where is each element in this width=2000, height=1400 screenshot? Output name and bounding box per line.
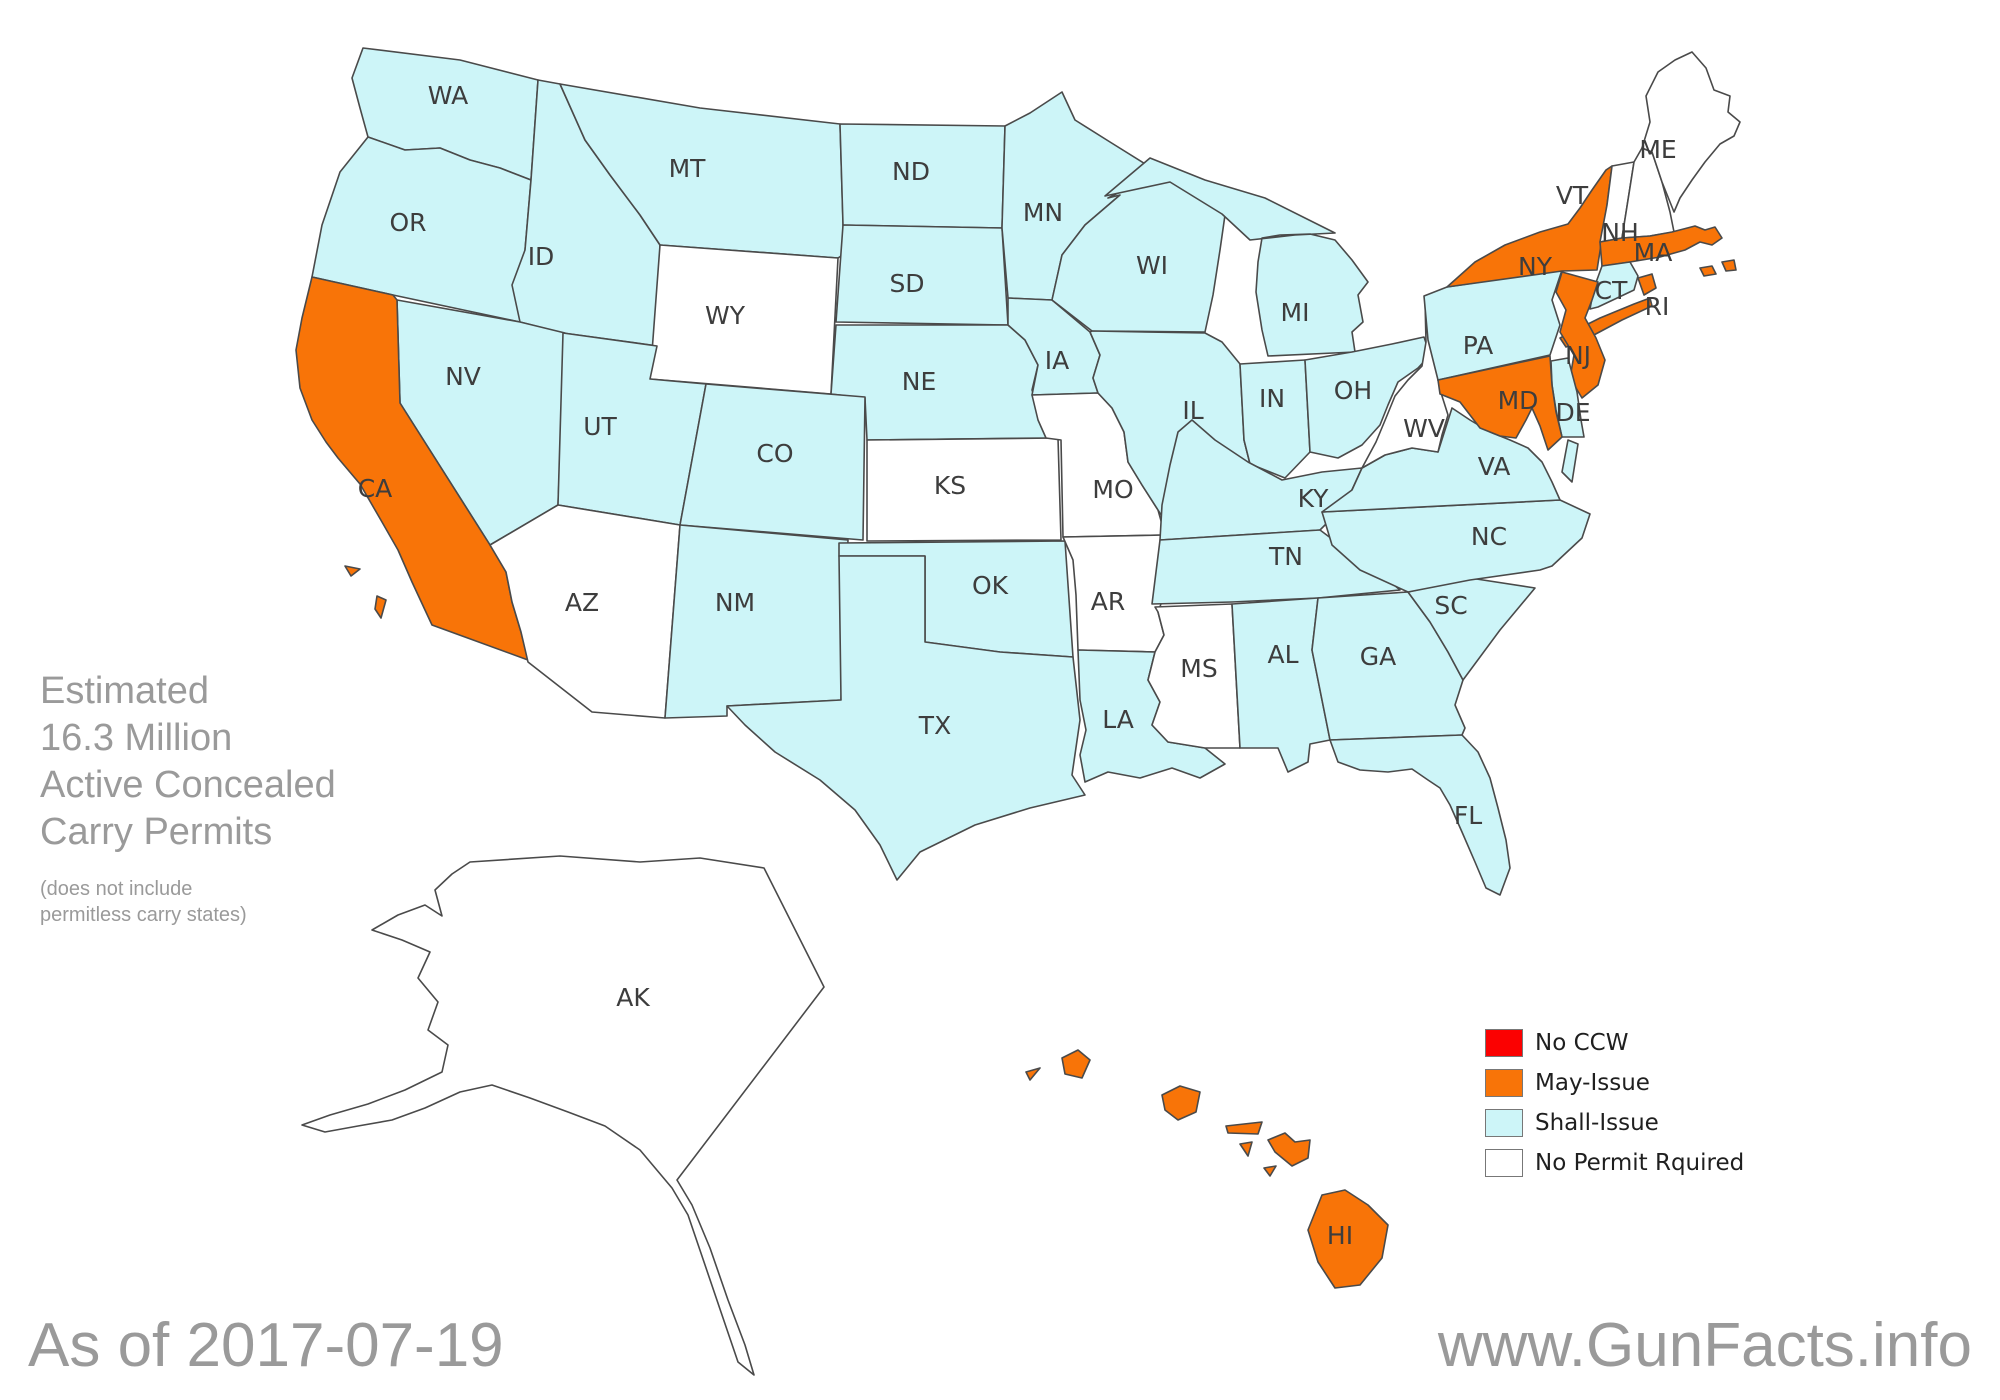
state-shape-NJ xyxy=(1555,271,1606,399)
note-line-2: permitless carry states) xyxy=(40,904,247,926)
map-footnote: (does not include permitless carry state… xyxy=(40,876,247,928)
legend-swatch-may_issue xyxy=(1485,1069,1523,1097)
state-shape-CA xyxy=(295,276,529,661)
state-label-AL: AL xyxy=(1267,640,1298,669)
title-line-4: Carry Permits xyxy=(40,811,273,853)
state-shape-FL xyxy=(1329,734,1511,896)
state-label-OH: OH xyxy=(1334,376,1372,405)
state-shape-MA xyxy=(1599,225,1737,277)
state-label-VA: VA xyxy=(1478,452,1511,481)
state-label-IA: IA xyxy=(1045,346,1069,375)
legend-swatch-no_permit xyxy=(1485,1149,1523,1177)
state-label-CT: CT xyxy=(1595,276,1628,305)
state-label-NH: NH xyxy=(1601,218,1639,247)
state-label-WV: WV xyxy=(1403,414,1445,443)
state-label-NV: NV xyxy=(445,362,481,391)
state-labels-layer: WA OR ID MT WY ND SD NE KS NV CA UT CO AZ NM OK TX MN IA MO… xyxy=(358,81,1677,1250)
state-shape-NC xyxy=(1321,499,1591,593)
state-label-ND: ND xyxy=(892,157,930,186)
state-label-WI: WI xyxy=(1136,251,1168,280)
state-label-IL: IL xyxy=(1182,396,1203,425)
state-label-TN: TN xyxy=(1268,542,1303,571)
legend-label-shall_issue: Shall-Issue xyxy=(1535,1110,1659,1136)
state-label-NM: NM xyxy=(715,588,755,617)
state-label-SC: SC xyxy=(1434,591,1467,620)
state-label-OR: OR xyxy=(389,208,426,237)
state-shape-HI xyxy=(1025,1049,1389,1289)
state-label-MT: MT xyxy=(669,154,707,183)
state-shape-IN xyxy=(1239,359,1311,479)
state-shape-MI xyxy=(1104,157,1369,357)
state-label-AZ: AZ xyxy=(565,588,599,617)
state-label-HI: HI xyxy=(1327,1221,1353,1250)
state-shape-ME xyxy=(1641,51,1741,213)
state-label-NE: NE xyxy=(902,367,937,396)
state-shape-AK xyxy=(301,855,825,1376)
state-label-OK: OK xyxy=(972,571,1009,600)
state-label-GA: GA xyxy=(1360,642,1396,671)
state-shape-NM xyxy=(664,524,849,719)
state-label-ID: ID xyxy=(528,242,555,271)
note-line-1: (does not include xyxy=(40,878,193,900)
state-label-PA: PA xyxy=(1463,331,1494,360)
state-label-VT: VT xyxy=(1556,181,1589,210)
state-label-AR: AR xyxy=(1091,587,1125,616)
state-label-FL: FL xyxy=(1454,801,1482,830)
legend-label-may_issue: May-Issue xyxy=(1535,1070,1650,1096)
legend-row-may_issue: May-Issue xyxy=(1485,1068,1744,1098)
title-line-3: Active Concealed xyxy=(40,764,336,806)
state-label-SD: SD xyxy=(889,269,924,298)
state-shape-SC xyxy=(1407,577,1536,681)
state-label-ME: ME xyxy=(1639,135,1676,164)
state-label-AK: AK xyxy=(616,983,650,1012)
state-label-WA: WA xyxy=(428,81,468,110)
state-label-NY: NY xyxy=(1518,252,1553,281)
state-label-MI: MI xyxy=(1281,298,1310,327)
states-layer xyxy=(295,47,1741,1376)
legend-label-no_ccw: No CCW xyxy=(1535,1030,1629,1056)
map-title: Estimated 16.3 Million Active Concealed … xyxy=(40,668,336,856)
state-shape-KS xyxy=(866,437,1062,542)
state-shape-MD xyxy=(1437,355,1563,451)
state-label-MO: MO xyxy=(1092,475,1133,504)
state-label-MS: MS xyxy=(1180,654,1217,683)
state-label-NJ: NJ xyxy=(1565,341,1591,370)
legend: No CCW May-Issue Shall-Issue No Permit Rqui… xyxy=(1485,1028,1744,1188)
state-label-RI: RI xyxy=(1645,292,1670,321)
state-label-DE: DE xyxy=(1555,398,1590,427)
state-label-KS: KS xyxy=(934,471,966,500)
state-shape-RI xyxy=(1637,273,1657,296)
legend-row-shall_issue: Shall-Issue xyxy=(1485,1108,1744,1138)
state-label-IN: IN xyxy=(1259,384,1285,413)
state-label-WY: WY xyxy=(705,301,746,330)
state-label-TX: TX xyxy=(918,711,951,740)
state-shape-OH xyxy=(1304,336,1431,459)
legend-row-no_ccw: No CCW xyxy=(1485,1028,1744,1058)
legend-label-no_permit: No Permit Rquired xyxy=(1535,1150,1745,1176)
state-label-CA: CA xyxy=(358,474,393,503)
legend-swatch-shall_issue xyxy=(1485,1109,1523,1137)
state-label-UT: UT xyxy=(583,412,617,441)
website-url: www.GunFacts.info xyxy=(1437,1311,1972,1380)
legend-row-no_permit: No Permit Rquired xyxy=(1485,1148,1744,1178)
state-label-CO: CO xyxy=(756,439,793,468)
legend-swatch-no_ccw xyxy=(1485,1029,1523,1057)
state-shape-CO xyxy=(679,383,866,541)
state-label-MA: MA xyxy=(1634,238,1673,267)
as-of-date: As of 2017-07-19 xyxy=(28,1311,504,1380)
title-line-2: 16.3 Million xyxy=(40,717,233,759)
title-line-1: Estimated xyxy=(40,670,209,712)
state-label-NC: NC xyxy=(1471,522,1507,551)
state-label-LA: LA xyxy=(1102,705,1134,734)
state-label-MN: MN xyxy=(1023,198,1063,227)
state-label-KY: KY xyxy=(1298,484,1330,513)
state-shape-TX xyxy=(726,555,1086,881)
state-label-MD: MD xyxy=(1498,386,1539,415)
